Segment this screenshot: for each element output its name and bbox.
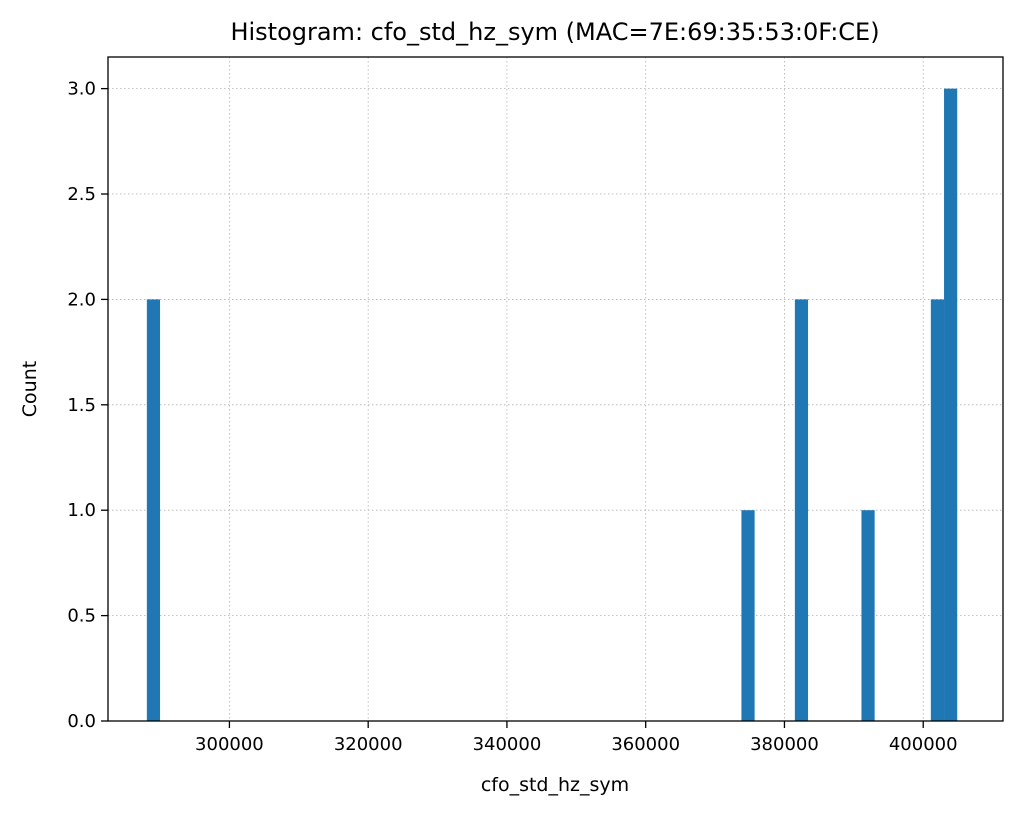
x-axis-ticks: 300000 320000 340000 360000 380000 400000 — [195, 721, 958, 755]
x-tick-label: 380000 — [750, 734, 819, 755]
x-tick-label: 320000 — [334, 734, 403, 755]
x-tick-label: 340000 — [473, 734, 542, 755]
y-tick-label: 0.0 — [67, 711, 96, 732]
chart-title: Histogram: cfo_std_hz_sym (MAC=7E:69:35:… — [230, 18, 879, 46]
y-axis-label: Count — [19, 361, 41, 417]
histogram-bar — [930, 299, 945, 721]
x-axis-label: cfo_std_hz_sym — [481, 774, 629, 796]
histogram-bar — [794, 299, 809, 721]
x-tick-label: 300000 — [195, 734, 264, 755]
histogram-bar — [741, 510, 755, 721]
y-axis-ticks: 0.0 0.5 1.0 1.5 2.0 2.5 3.0 — [67, 79, 108, 732]
plot-frame — [107, 56, 1004, 722]
y-tick-label: 1.5 — [67, 395, 96, 416]
x-tick-label: 360000 — [611, 734, 680, 755]
y-tick-label: 2.5 — [67, 184, 96, 205]
y-tick-label: 0.5 — [67, 606, 96, 627]
histogram-bar — [861, 510, 875, 721]
y-tick-label: 3.0 — [67, 79, 96, 100]
y-tick-label: 2.0 — [67, 289, 96, 310]
histogram-bar — [146, 299, 161, 721]
histogram-bar — [944, 88, 958, 722]
y-tick-label: 1.0 — [67, 500, 96, 521]
histogram-bars — [146, 88, 958, 722]
x-tick-label: 400000 — [889, 734, 958, 755]
